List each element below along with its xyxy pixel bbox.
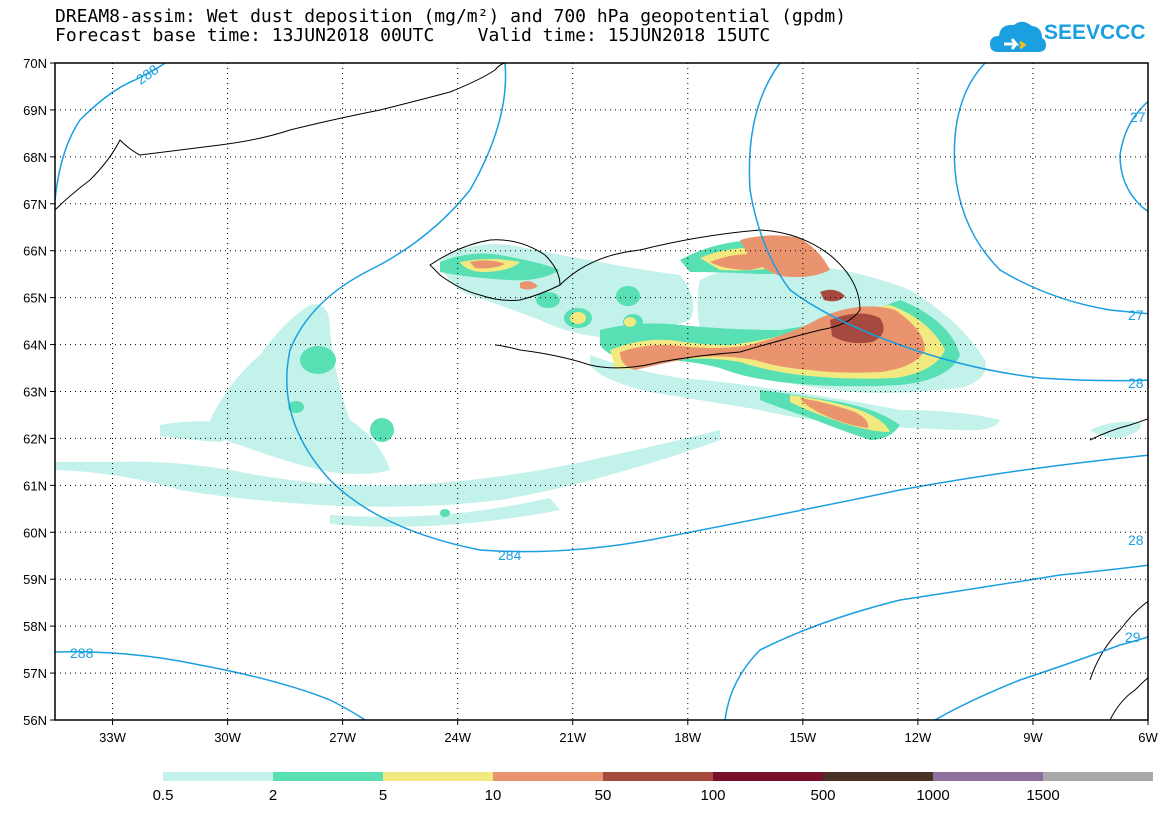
lat-tick-label: 59N (23, 572, 47, 587)
lon-tick-label: 21W (559, 730, 586, 745)
legend-swatch (163, 772, 273, 781)
legend-label: 10 (485, 787, 502, 804)
legend-swatch (493, 772, 603, 781)
legend-label: 5 (379, 787, 387, 804)
lat-tick-label: 64N (23, 338, 47, 353)
legend-swatch (1043, 772, 1153, 781)
lon-tick-label: 33W (99, 730, 126, 745)
lat-tick-label: 57N (23, 666, 47, 681)
longitude-labels: 33W 30W 27W 24W 21W 18W 15W 12W 9W 6W (99, 720, 1158, 745)
lon-tick-label: 30W (214, 730, 241, 745)
legend-swatch (713, 772, 823, 781)
lat-tick-label: 68N (23, 150, 47, 165)
legend-label: 2 (269, 787, 277, 804)
legend-label: 50 (595, 787, 612, 804)
logo-text: SEEVCCC (1044, 21, 1146, 44)
lat-tick-label: 69N (23, 103, 47, 118)
lat-tick-label: 70N (23, 56, 47, 71)
lat-tick-label: 62N (23, 431, 47, 446)
contour-label: 27 (1130, 109, 1146, 125)
dust-level-1 (55, 244, 1141, 527)
lon-tick-label: 24W (444, 730, 471, 745)
contour-label: 284 (498, 547, 522, 563)
grid-lines (55, 63, 1148, 720)
legend-swatch (273, 772, 383, 781)
lon-tick-label: 6W (1138, 730, 1158, 745)
contour-label: 28 (1128, 532, 1144, 548)
legend-swatch (823, 772, 933, 781)
legend-label: 100 (700, 787, 725, 804)
colorbar-legend: 0.5 2 5 10 50 100 500 1000 1500 (153, 772, 1153, 804)
lon-tick-label: 9W (1023, 730, 1043, 745)
lon-tick-label: 15W (789, 730, 816, 745)
lat-tick-label: 66N (23, 244, 47, 259)
map-subtitle: Forecast base time: 13JUN2018 00UTC Vali… (55, 25, 771, 46)
legend-swatch (933, 772, 1043, 781)
latitude-labels: 70N 69N 68N 67N 66N 65N 64N 63N 62N 61N 60N 59N 58N 5… (23, 56, 55, 728)
contour-label: 27 (1128, 307, 1144, 323)
lat-tick-label: 65N (23, 291, 47, 306)
dust-deposition-field (55, 235, 1141, 527)
lat-tick-label: 67N (23, 197, 47, 212)
lat-tick-label: 58N (23, 619, 47, 634)
lon-tick-label: 27W (329, 730, 356, 745)
lat-tick-label: 56N (23, 713, 47, 728)
lat-tick-label: 63N (23, 385, 47, 400)
lon-tick-label: 18W (674, 730, 701, 745)
legend-swatch (603, 772, 713, 781)
coastline (55, 63, 1148, 720)
geopotential-contours (55, 63, 1148, 720)
legend-label: 0.5 (153, 787, 174, 804)
legend-label: 1500 (1026, 787, 1059, 804)
cloud-icon (990, 21, 1046, 52)
plot-border (54, 62, 1149, 721)
contour-label: 288 (133, 61, 161, 88)
map-title: DREAM8-assim: Wet dust deposition (mg/m²… (55, 6, 847, 27)
contour-label: 288 (70, 645, 94, 661)
legend-label: 1000 (916, 787, 949, 804)
contour-label: 28 (1128, 375, 1144, 391)
contour-label: 29 (1125, 629, 1141, 645)
legend-swatch (383, 772, 493, 781)
lon-tick-label: 12W (905, 730, 932, 745)
lat-tick-label: 60N (23, 525, 47, 540)
legend-label: 500 (810, 787, 835, 804)
lat-tick-label: 61N (23, 478, 47, 493)
